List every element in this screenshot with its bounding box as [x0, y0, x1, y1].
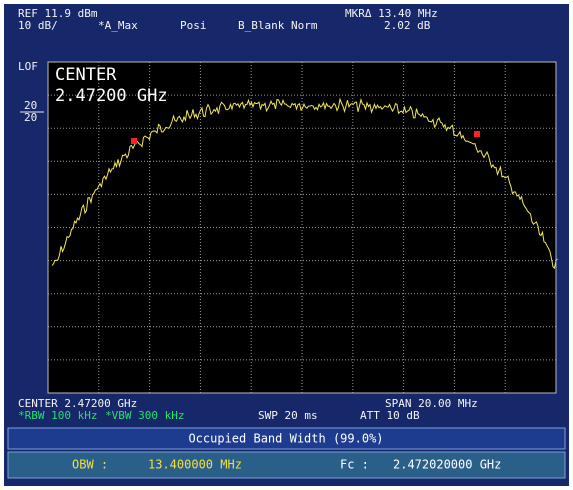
ref-level: REF 11.9 dBm — [18, 7, 98, 20]
marker-2 — [474, 131, 480, 137]
overlay-center: CENTER — [55, 65, 117, 85]
obw-label: OBW : — [72, 458, 108, 472]
center-frequency: CENTER 2.47200 GHz — [18, 397, 137, 410]
marker-1 — [131, 138, 137, 144]
lof: LOF — [18, 60, 38, 73]
result-title-bar — [7, 427, 566, 450]
detector: Posi — [180, 19, 207, 32]
grid — [48, 62, 556, 393]
plot-border — [47, 61, 557, 394]
scale: 10 dB/ — [18, 19, 58, 32]
fc-value: 2.472020000 GHz — [393, 458, 501, 472]
attenuation: ATT 10 dB — [360, 409, 420, 422]
level-top: 20 — [24, 99, 37, 112]
fc-label: Fc : — [340, 458, 369, 472]
vbw: *VBW 300 kHz — [105, 409, 184, 422]
result-value-bar — [7, 451, 566, 479]
marker-value: 2.02 dB — [384, 19, 431, 32]
sweep-time: SWP 20 ms — [258, 409, 318, 422]
result-title: Occupied Band Width (99.0%) — [188, 432, 383, 446]
b-mode: B_Blank Norm — [238, 19, 318, 32]
marker-delta: MKRΔ 13.40 MHz — [345, 7, 438, 20]
overlay-frequency: 2.47200 GHz — [55, 86, 168, 106]
level-bottom: 20 — [24, 111, 37, 124]
rbw: *RBW 100 kHz — [18, 409, 97, 422]
trace-mode: *A_Max — [98, 19, 138, 32]
span: SPAN 20.00 MHz — [385, 397, 478, 410]
obw-value: 13.400000 MHz — [148, 458, 242, 472]
